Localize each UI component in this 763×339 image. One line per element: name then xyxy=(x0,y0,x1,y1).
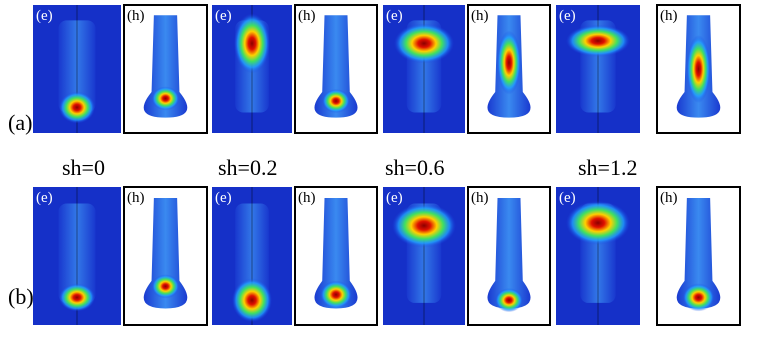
hot-spot xyxy=(151,86,180,111)
hot-spot xyxy=(495,288,523,313)
hot-spot xyxy=(151,274,180,299)
panel-label: (e) xyxy=(386,8,403,24)
hot-spot xyxy=(59,283,95,312)
panel-label: (e) xyxy=(559,8,576,24)
hot-spot xyxy=(566,24,630,57)
panel-label: (h) xyxy=(127,8,145,24)
hot-spot xyxy=(320,280,352,309)
panel-label: (e) xyxy=(215,190,232,206)
hot-spot xyxy=(394,23,454,64)
hot-spot xyxy=(497,30,521,95)
panel-label: (e) xyxy=(36,8,53,24)
panel-label: (h) xyxy=(298,190,316,206)
field-body xyxy=(487,198,531,309)
hot-spot xyxy=(686,35,711,103)
row-label: (b) xyxy=(8,284,34,309)
hot-spot xyxy=(232,278,272,323)
panel-label: (h) xyxy=(471,8,489,24)
hot-spot xyxy=(682,283,715,312)
field-body xyxy=(314,198,358,309)
hot-spot xyxy=(322,89,350,113)
panel-label: (h) xyxy=(660,8,678,24)
column-label: sh=0 xyxy=(62,155,105,180)
column-label: sh=0.2 xyxy=(218,155,277,180)
panel-label: (h) xyxy=(127,190,145,206)
column-label: sh=0.6 xyxy=(385,155,444,180)
hot-spot xyxy=(566,200,630,245)
field-body xyxy=(314,15,358,118)
row-label: (a) xyxy=(8,110,32,135)
panel-label: (e) xyxy=(36,190,53,206)
panel-label: (h) xyxy=(471,190,489,206)
panel-label: (h) xyxy=(298,8,316,24)
panel-label: (e) xyxy=(215,8,232,24)
panel-label: (e) xyxy=(386,190,403,206)
panel-label: (h) xyxy=(660,190,678,206)
field-body xyxy=(676,198,721,309)
panel-label: (e) xyxy=(559,190,576,206)
hot-spot xyxy=(59,91,95,124)
hot-spot xyxy=(392,203,456,248)
column-label: sh=1.2 xyxy=(578,155,637,180)
hot-spot xyxy=(234,13,270,74)
